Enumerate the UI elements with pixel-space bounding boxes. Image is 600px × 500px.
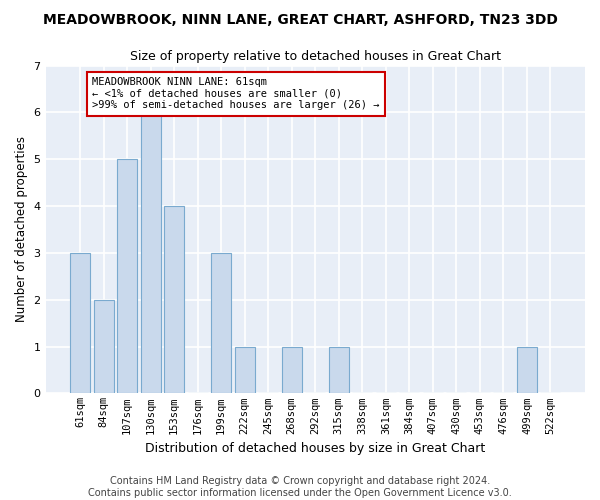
Bar [70,253,90,394]
Text: Contains HM Land Registry data © Crown copyright and database right 2024.
Contai: Contains HM Land Registry data © Crown c… [88,476,512,498]
Bar [517,346,537,394]
Bar [329,346,349,394]
Bar [235,346,255,394]
X-axis label: Distribution of detached houses by size in Great Chart: Distribution of detached houses by size … [145,442,485,455]
Bar [282,346,302,394]
Bar [117,159,137,394]
Y-axis label: Number of detached properties: Number of detached properties [15,136,28,322]
Bar [140,112,161,394]
Text: MEADOWBROOK NINN LANE: 61sqm
← <1% of detached houses are smaller (0)
>99% of se: MEADOWBROOK NINN LANE: 61sqm ← <1% of de… [92,78,379,110]
Bar [211,253,231,394]
Bar [94,300,113,394]
Bar [164,206,184,394]
Text: MEADOWBROOK, NINN LANE, GREAT CHART, ASHFORD, TN23 3DD: MEADOWBROOK, NINN LANE, GREAT CHART, ASH… [43,12,557,26]
Title: Size of property relative to detached houses in Great Chart: Size of property relative to detached ho… [130,50,501,63]
